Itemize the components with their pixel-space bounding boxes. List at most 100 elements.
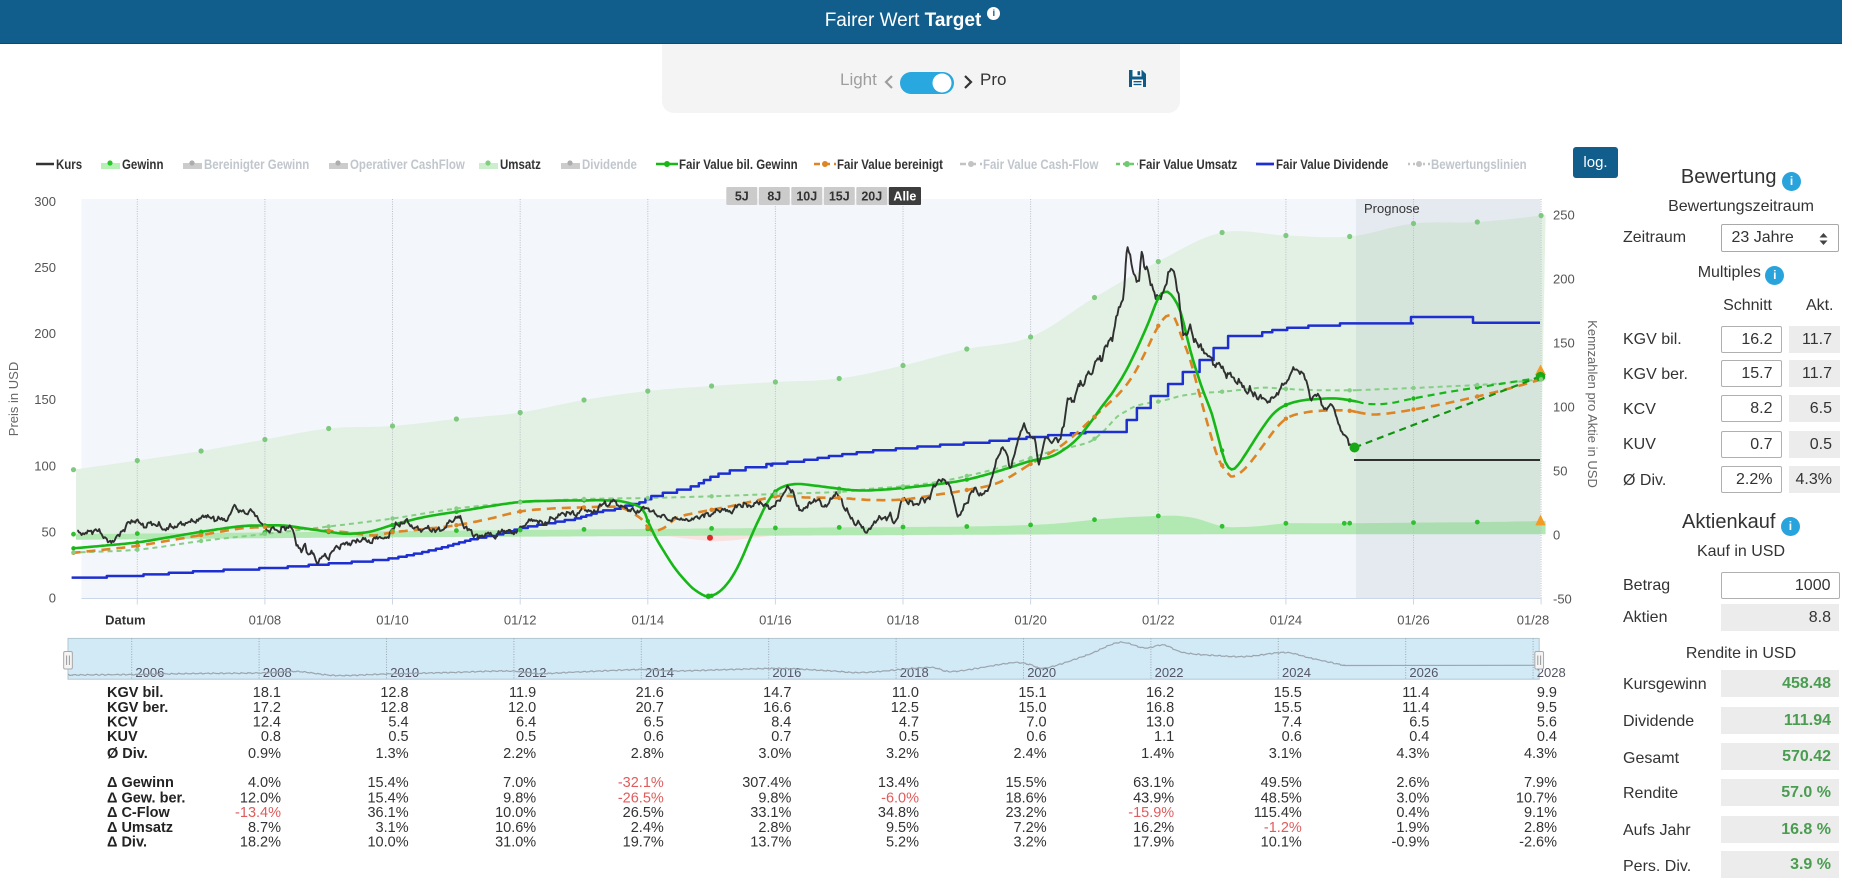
svg-text:0.5: 0.5 bbox=[899, 729, 919, 745]
svg-text:7.9%: 7.9% bbox=[1524, 775, 1557, 791]
svg-text:2010: 2010 bbox=[390, 665, 419, 680]
svg-text:1.1: 1.1 bbox=[1154, 729, 1174, 745]
svg-text:50: 50 bbox=[42, 525, 56, 540]
svg-text:Ø Div.: Ø Div. bbox=[107, 746, 148, 762]
svg-text:0.6: 0.6 bbox=[1026, 729, 1046, 745]
svg-text:15.4%: 15.4% bbox=[367, 775, 408, 791]
svg-text:9.5%: 9.5% bbox=[886, 820, 919, 836]
svg-text:17.2: 17.2 bbox=[253, 700, 281, 716]
svg-text:-26.5%: -26.5% bbox=[618, 791, 664, 807]
svg-text:0: 0 bbox=[49, 591, 56, 606]
svg-text:-13.4%: -13.4% bbox=[235, 805, 281, 821]
svg-text:Δ Umsatz: Δ Umsatz bbox=[107, 820, 173, 836]
svg-text:2024: 2024 bbox=[1282, 665, 1311, 680]
svg-text:307.4%: 307.4% bbox=[742, 775, 791, 791]
svg-text:-32.1%: -32.1% bbox=[618, 775, 664, 791]
svg-text:49.5%: 49.5% bbox=[1261, 775, 1302, 791]
svg-text:-2.6%: -2.6% bbox=[1519, 835, 1557, 851]
svg-text:15.4%: 15.4% bbox=[367, 791, 408, 807]
svg-text:7.2%: 7.2% bbox=[1014, 820, 1047, 836]
svg-text:10.6%: 10.6% bbox=[495, 820, 536, 836]
svg-text:01/10: 01/10 bbox=[376, 613, 409, 628]
svg-text:KUV: KUV bbox=[107, 729, 138, 745]
svg-text:0.5: 0.5 bbox=[516, 729, 536, 745]
svg-text:11.0: 11.0 bbox=[892, 685, 919, 701]
svg-text:2020: 2020 bbox=[1027, 665, 1056, 680]
svg-text:0.4: 0.4 bbox=[1537, 729, 1557, 745]
svg-text:KCV: KCV bbox=[107, 715, 138, 731]
svg-text:17.9%: 17.9% bbox=[1133, 835, 1174, 851]
svg-text:Preis in USD: Preis in USD bbox=[6, 362, 21, 436]
svg-text:21.6: 21.6 bbox=[636, 685, 664, 701]
svg-text:43.9%: 43.9% bbox=[1133, 791, 1174, 807]
svg-text:0.4: 0.4 bbox=[1409, 729, 1429, 745]
svg-text:7.0%: 7.0% bbox=[503, 775, 536, 791]
svg-text:11.4: 11.4 bbox=[1402, 685, 1429, 701]
svg-text:16.6: 16.6 bbox=[763, 700, 791, 716]
svg-text:1.3%: 1.3% bbox=[376, 746, 409, 762]
svg-text:Datum: Datum bbox=[105, 613, 145, 628]
svg-text:01/16: 01/16 bbox=[759, 613, 792, 628]
svg-text:9.1%: 9.1% bbox=[1524, 805, 1557, 821]
svg-text:-0.9%: -0.9% bbox=[1392, 835, 1430, 851]
svg-text:2028: 2028 bbox=[1537, 665, 1566, 680]
svg-text:0.4%: 0.4% bbox=[1396, 805, 1429, 821]
svg-text:31.0%: 31.0% bbox=[495, 835, 536, 851]
svg-text:2016: 2016 bbox=[772, 665, 801, 680]
svg-text:15.1: 15.1 bbox=[1018, 685, 1046, 701]
svg-text:Δ Div.: Δ Div. bbox=[107, 835, 147, 851]
svg-text:15.5: 15.5 bbox=[1274, 700, 1302, 716]
svg-text:8.7%: 8.7% bbox=[248, 820, 281, 836]
svg-text:26.5%: 26.5% bbox=[623, 805, 664, 821]
svg-text:2012: 2012 bbox=[518, 665, 547, 680]
svg-text:KGV bil.: KGV bil. bbox=[107, 685, 163, 701]
svg-text:250: 250 bbox=[34, 260, 56, 275]
svg-text:200: 200 bbox=[1553, 272, 1575, 287]
svg-text:0.7: 0.7 bbox=[771, 729, 791, 745]
svg-text:18.2%: 18.2% bbox=[240, 835, 281, 851]
svg-text:2006: 2006 bbox=[135, 665, 164, 680]
svg-text:18.1: 18.1 bbox=[253, 685, 281, 701]
svg-text:2008: 2008 bbox=[263, 665, 292, 680]
svg-text:3.0%: 3.0% bbox=[1396, 791, 1429, 807]
svg-text:6.4: 6.4 bbox=[516, 715, 536, 731]
svg-text:7.4: 7.4 bbox=[1282, 715, 1302, 731]
svg-text:33.1%: 33.1% bbox=[750, 805, 791, 821]
svg-text:Δ C-Flow: Δ C-Flow bbox=[107, 805, 170, 821]
svg-text:5.6: 5.6 bbox=[1537, 715, 1557, 731]
svg-text:9.5: 9.5 bbox=[1537, 700, 1557, 716]
svg-text:12.5: 12.5 bbox=[891, 700, 919, 716]
svg-text:2026: 2026 bbox=[1409, 665, 1438, 680]
svg-text:01/28: 01/28 bbox=[1517, 613, 1550, 628]
svg-text:16.8: 16.8 bbox=[1146, 700, 1174, 716]
svg-text:10J: 10J bbox=[796, 190, 817, 204]
svg-text:4.7: 4.7 bbox=[899, 715, 919, 731]
svg-text:3.2%: 3.2% bbox=[886, 746, 919, 762]
svg-text:KGV ber.: KGV ber. bbox=[107, 700, 168, 716]
svg-text:-15.9%: -15.9% bbox=[1128, 805, 1174, 821]
svg-text:9.8%: 9.8% bbox=[503, 791, 536, 807]
svg-text:1.4%: 1.4% bbox=[1141, 746, 1174, 762]
svg-text:15.5: 15.5 bbox=[1274, 685, 1302, 701]
svg-text:16.2: 16.2 bbox=[1146, 685, 1174, 701]
svg-text:2.4%: 2.4% bbox=[631, 820, 664, 836]
svg-text:01/26: 01/26 bbox=[1397, 613, 1430, 628]
svg-text:23.2%: 23.2% bbox=[1005, 805, 1046, 821]
svg-text:1.9%: 1.9% bbox=[1396, 820, 1429, 836]
svg-text:Kennzahlen pro Aktie in USD: Kennzahlen pro Aktie in USD bbox=[1585, 320, 1600, 488]
svg-text:8J: 8J bbox=[767, 190, 781, 204]
svg-text:Δ Gew. ber.: Δ Gew. ber. bbox=[107, 791, 185, 807]
svg-text:0.5: 0.5 bbox=[388, 729, 408, 745]
svg-text:13.0: 13.0 bbox=[1146, 715, 1174, 731]
svg-text:01/08: 01/08 bbox=[249, 613, 282, 628]
svg-text:2.4%: 2.4% bbox=[1014, 746, 1047, 762]
svg-text:3.1%: 3.1% bbox=[1269, 746, 1302, 762]
svg-text:13.4%: 13.4% bbox=[878, 775, 919, 791]
svg-text:Prognose: Prognose bbox=[1364, 201, 1420, 216]
svg-text:34.8%: 34.8% bbox=[878, 805, 919, 821]
svg-text:-6.0%: -6.0% bbox=[881, 791, 919, 807]
svg-text:10.7%: 10.7% bbox=[1516, 791, 1557, 807]
svg-text:12.8: 12.8 bbox=[380, 685, 408, 701]
svg-text:50: 50 bbox=[1553, 464, 1567, 479]
svg-text:2022: 2022 bbox=[1155, 665, 1184, 680]
